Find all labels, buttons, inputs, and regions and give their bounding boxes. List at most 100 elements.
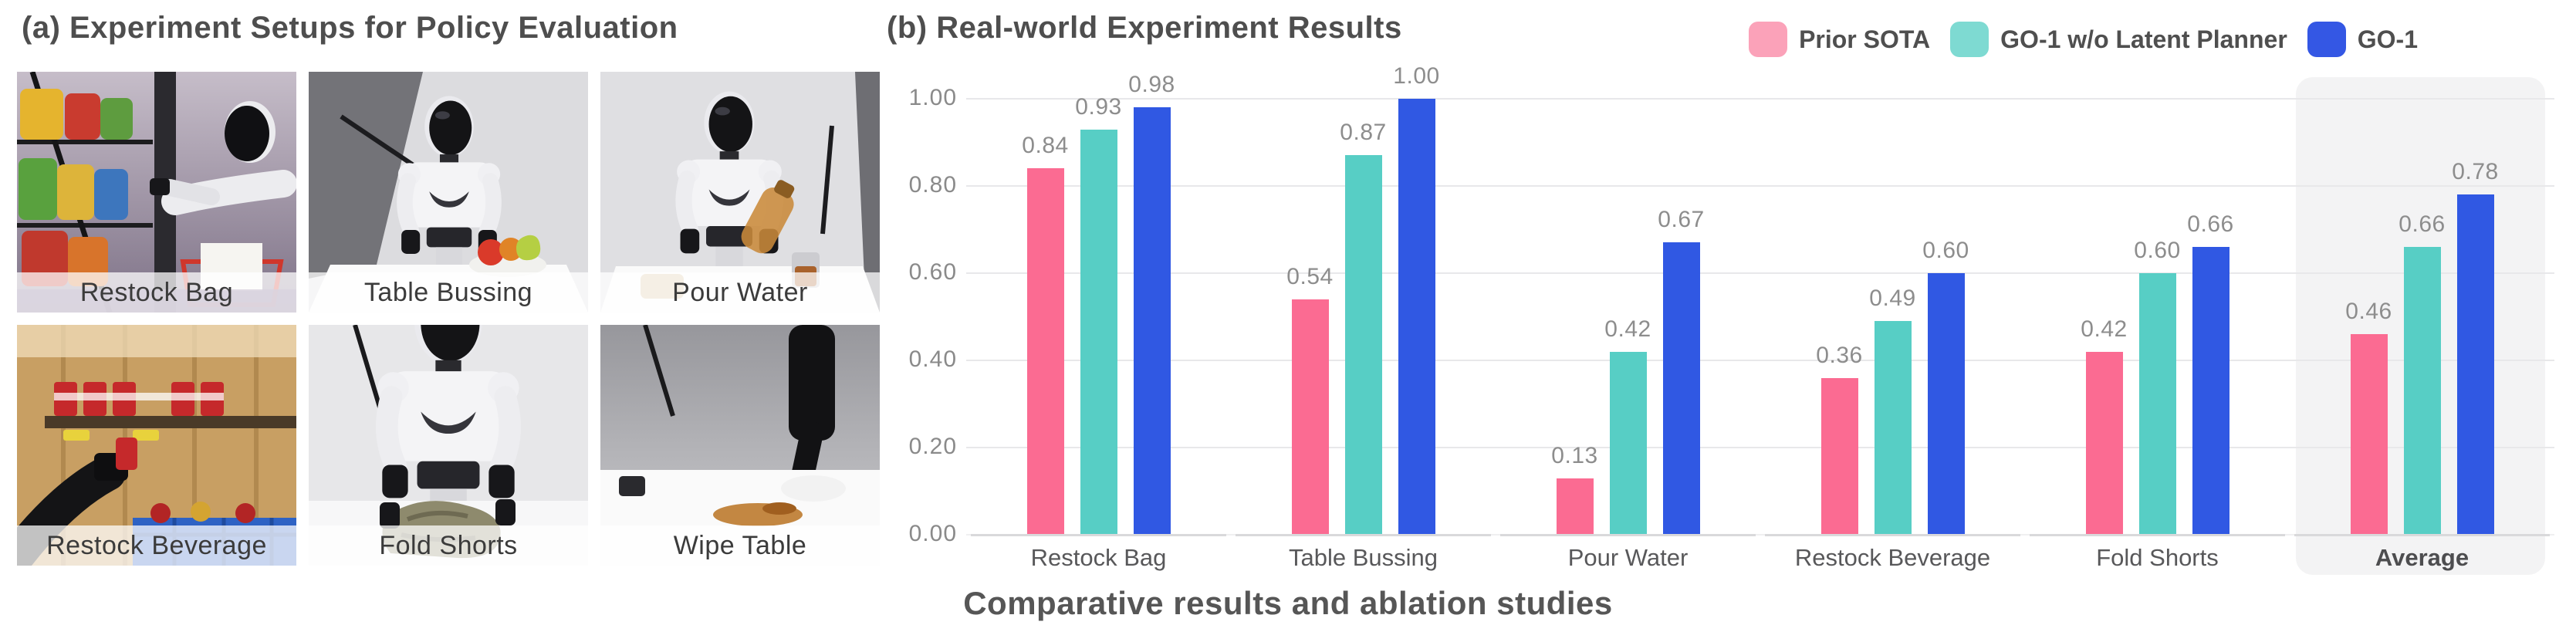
bar-go-1-w-o-latent-planner-pour-water [1609,351,1647,535]
bar-go-1-w-o-latent-planner-restock-beverage [1874,321,1912,535]
bar-chart-plot: 0.84 0.93 0.98 Restock Bag 0.54 0.87 1.00 Table… [966,63,2554,575]
legend-swatch-go-1-w-o-latent-planner [1950,22,1989,57]
bar-go-1-w-o-latent-planner-restock-bag [1080,129,1117,535]
bar-value-prior-sota-pour-water: 0.13 [1551,442,1598,468]
figure-caption: Comparative results and ablation studies [963,585,1613,621]
chart-legend: Prior SOTA GO-1 w/o Latent Planner GO-1 [1749,22,2418,57]
x-category-label-average: Average [2375,544,2470,571]
gridline-1.00 [966,98,2554,100]
bar-go-1-pour-water [1662,242,1700,535]
bar-group-restock-beverage: 0.36 0.49 0.60 Restock Beverage [1760,99,2025,571]
legend-item-prior-sota: Prior SOTA [1749,22,1930,57]
bar-groups: 0.84 0.93 0.98 Restock Bag 0.54 0.87 1.00 Table… [966,63,2554,571]
photo-label-fold-shorts: Fold Shorts [309,525,588,566]
y-tick-0.60: 0.60 [908,259,957,285]
bar-value-go-1-pour-water: 0.67 [1658,207,1705,233]
bar-value-prior-sota-average: 0.46 [2345,299,2392,325]
legend-item-go-1: GO-1 [2307,22,2418,57]
gridline-0.80 [966,185,2554,187]
panel-a-title: (a) Experiment Setups for Policy Evaluat… [22,11,678,45]
bar-slot-go-1-w-o-latent-planner-restock-beverage: 0.49 [1869,99,1915,535]
bar-value-go-1-restock-beverage: 0.60 [1922,238,1969,263]
bar-group-restock-bag: 0.84 0.93 0.98 Restock Bag [966,72,1231,571]
bar-slot-go-1-table-bussing: 1.00 [1393,63,1439,535]
bar-slot-go-1-restock-beverage: 0.60 [1922,99,1969,535]
y-axis: 0.00 0.20 0.40 0.60 0.80 1.00 [803,0,957,642]
legend-label-prior-sota: Prior SOTA [1799,25,1931,53]
bar-slot-go-1-fold-shorts: 0.66 [2187,99,2233,535]
bar-value-go-1-table-bussing: 1.00 [1393,63,1440,89]
bar-prior-sota-average [2350,334,2388,535]
bar-group-fold-shorts: 0.42 0.60 0.66 Fold Shorts [2025,99,2290,571]
bar-slot-go-1-w-o-latent-planner-fold-shorts: 0.60 [2134,99,2180,535]
bar-value-go-1-w-o-latent-planner-fold-shorts: 0.60 [2134,238,2181,263]
gridline-0.00 [966,534,2554,536]
bars-fold-shorts: 0.42 0.60 0.66 [2025,99,2290,535]
bar-go-1-w-o-latent-planner-fold-shorts [2138,273,2176,535]
bar-group-pour-water: 0.13 0.42 0.67 Pour Water [1496,99,1760,571]
bar-prior-sota-pour-water [1556,478,1594,535]
bar-value-prior-sota-restock-bag: 0.84 [1022,133,1069,159]
experiment-photo-grid: Restock Bag Table Bussing [17,72,880,566]
gridline-0.60 [966,272,2554,274]
bar-value-go-1-w-o-latent-planner-restock-beverage: 0.49 [1869,286,1916,312]
x-category-label-restock-bag: Restock Bag [1030,544,1167,571]
bar-go-1-table-bussing [1398,99,1435,535]
photo-label-table-bussing: Table Bussing [309,272,588,313]
bar-value-go-1-w-o-latent-planner-pour-water: 0.42 [1604,316,1651,342]
legend-item-go-1-w-o-latent-planner: GO-1 w/o Latent Planner [1950,22,2287,57]
photo-wipe-table: Wipe Table [600,325,880,566]
bar-prior-sota-fold-shorts [2085,351,2123,535]
panel-b-title: (b) Real-world Experiment Results [887,11,1402,45]
bar-value-go-1-average: 0.78 [2452,159,2499,185]
photo-table-bussing: Table Bussing [309,72,588,313]
bars-average: 0.46 0.66 0.78 [2290,99,2554,535]
y-tick-1.00: 1.00 [908,85,957,110]
bar-slot-go-1-w-o-latent-planner-average: 0.66 [2399,99,2445,535]
bar-go-1-restock-beverage [1927,273,1965,535]
bar-slot-prior-sota-pour-water: 0.13 [1551,99,1597,535]
bar-go-1-fold-shorts [2192,247,2229,535]
bar-slot-prior-sota-table-bussing: 0.54 [1286,99,1333,535]
photo-restock-beverage: Restock Beverage [17,325,296,566]
gridline-0.40 [966,360,2554,361]
photo-label-pour-water: Pour Water [600,272,880,313]
x-category-label-pour-water: Pour Water [1567,544,1689,571]
bar-go-1-w-o-latent-planner-table-bussing [1344,155,1382,535]
bars-table-bussing: 0.54 0.87 1.00 [1231,63,1496,535]
bar-prior-sota-table-bussing [1291,299,1329,535]
bar-slot-go-1-w-o-latent-planner-pour-water: 0.42 [1604,99,1651,535]
bar-go-1-w-o-latent-planner-average [2403,247,2441,535]
bar-value-prior-sota-table-bussing: 0.54 [1286,263,1334,289]
bar-slot-prior-sota-restock-beverage: 0.36 [1816,99,1862,535]
bar-value-go-1-fold-shorts: 0.66 [2187,211,2234,238]
bars-pour-water: 0.13 0.42 0.67 [1496,99,1760,535]
bars-restock-beverage: 0.36 0.49 0.60 [1760,99,2025,535]
bars-restock-bag: 0.84 0.93 0.98 [966,72,1231,535]
legend-swatch-prior-sota [1749,22,1788,57]
legend-label-go-1: GO-1 [2357,25,2418,53]
bar-slot-go-1-average: 0.78 [2452,99,2498,535]
bar-slot-go-1-w-o-latent-planner-table-bussing: 0.87 [1340,99,1386,535]
y-tick-0.80: 0.80 [908,172,957,198]
bar-value-prior-sota-restock-beverage: 0.36 [1816,342,1863,368]
bar-value-go-1-restock-bag: 0.98 [1128,72,1175,98]
bar-slot-prior-sota-average: 0.46 [2345,99,2392,535]
bar-value-prior-sota-fold-shorts: 0.42 [2081,316,2128,342]
y-tick-0.20: 0.20 [908,434,957,459]
bar-value-go-1-w-o-latent-planner-restock-bag: 0.93 [1075,93,1122,120]
y-tick-0.40: 0.40 [908,346,957,372]
y-tick-0.00: 0.00 [908,521,957,546]
legend-label-go-1-w-o-latent-planner: GO-1 w/o Latent Planner [2000,25,2287,53]
bar-slot-prior-sota-restock-bag: 0.84 [1022,99,1068,535]
bar-slot-go-1-w-o-latent-planner-restock-bag: 0.93 [1075,94,1121,535]
bar-value-go-1-w-o-latent-planner-table-bussing: 0.87 [1340,120,1387,146]
bar-slot-prior-sota-fold-shorts: 0.42 [2081,99,2127,535]
bar-slot-go-1-pour-water: 0.67 [1658,99,1704,535]
x-category-label-table-bussing: Table Bussing [1288,544,1438,571]
photo-label-restock-beverage: Restock Beverage [17,525,296,566]
bar-slot-go-1-restock-bag: 0.98 [1128,72,1175,535]
bar-group-table-bussing: 0.54 0.87 1.00 Table Bussing [1231,63,1496,571]
photo-pour-water: Pour Water [600,72,880,313]
legend-swatch-go-1 [2307,22,2346,57]
